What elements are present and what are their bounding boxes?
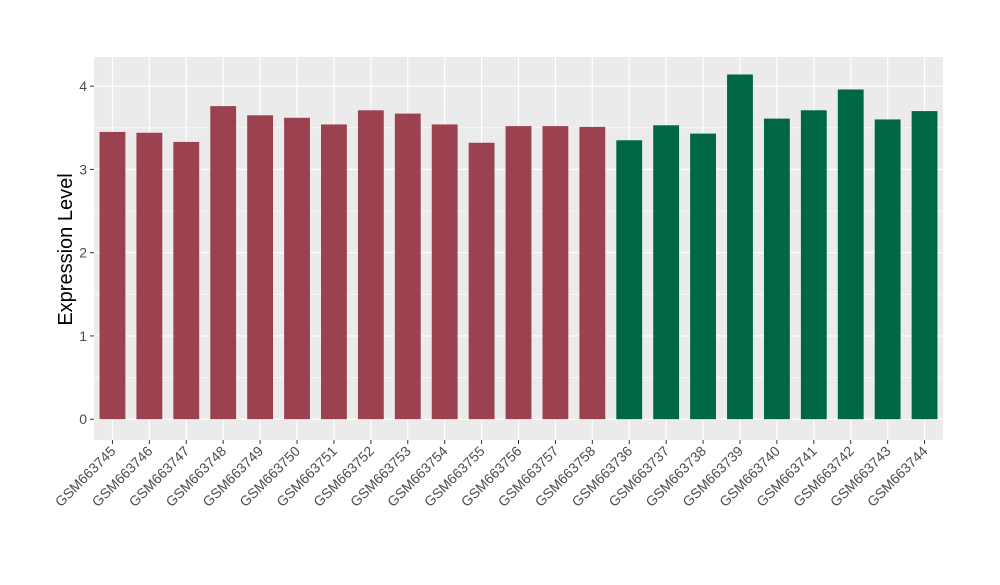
- bar-GSM663755: [468, 142, 495, 420]
- bar-GSM663738: [690, 133, 716, 420]
- y-tick-label: 4: [79, 78, 87, 94]
- bar-GSM663737: [653, 125, 680, 420]
- y-tick-label: 1: [79, 328, 87, 344]
- bar-GSM663745: [99, 131, 126, 420]
- bar-GSM663744: [911, 111, 938, 420]
- bar-GSM663758: [579, 126, 606, 420]
- bar-GSM663739: [727, 74, 753, 420]
- y-tick-label: 0: [79, 411, 87, 427]
- bar-GSM663736: [616, 140, 643, 420]
- bar-GSM663757: [542, 126, 569, 420]
- bar-GSM663740: [763, 118, 790, 420]
- bar-GSM663746: [136, 132, 163, 420]
- y-axis-title: Expression Level: [55, 173, 77, 325]
- bar-GSM663750: [284, 117, 310, 420]
- bar-GSM663748: [210, 106, 237, 420]
- bar-GSM663741: [800, 110, 827, 420]
- bar-GSM663753: [394, 113, 421, 420]
- bar-GSM663743: [874, 119, 901, 420]
- bar-GSM663754: [431, 124, 458, 420]
- y-tick-label: 2: [79, 245, 87, 261]
- y-tick-label: 3: [79, 161, 87, 177]
- bar-GSM663752: [357, 110, 384, 420]
- bar-GSM663756: [505, 126, 532, 420]
- bar-GSM663742: [837, 89, 864, 420]
- bar-GSM663747: [173, 141, 200, 420]
- bar-GSM663749: [247, 115, 274, 420]
- bar-GSM663751: [321, 124, 347, 420]
